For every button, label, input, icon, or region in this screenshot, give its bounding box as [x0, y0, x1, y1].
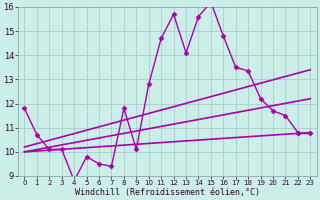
X-axis label: Windchill (Refroidissement éolien,°C): Windchill (Refroidissement éolien,°C): [75, 188, 260, 197]
